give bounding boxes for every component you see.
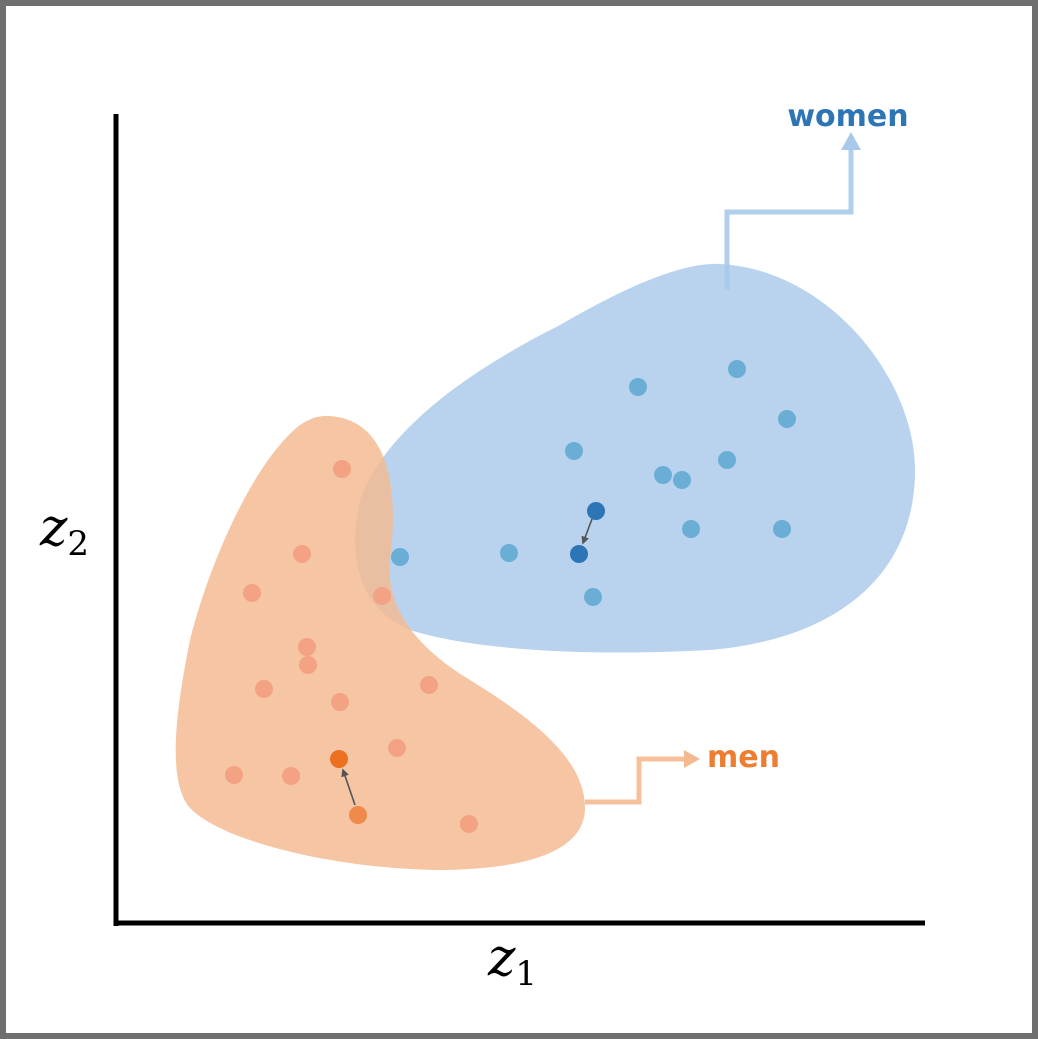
women-point	[391, 548, 409, 566]
women-point	[682, 520, 700, 538]
men-points	[225, 460, 478, 833]
women-point	[500, 544, 518, 562]
men-point	[420, 676, 438, 694]
men-point	[373, 587, 391, 605]
y-axis-label: z2	[39, 498, 89, 564]
men-point	[460, 815, 478, 833]
men-point	[255, 680, 273, 698]
men-callout-arrowhead	[684, 750, 700, 768]
women-point	[718, 451, 736, 469]
women-highlight-point	[587, 502, 605, 520]
latent-space-diagram: z2 z1 women men	[39, 99, 925, 994]
women-point	[584, 588, 602, 606]
men-point	[298, 638, 316, 656]
women-highlight-point	[570, 545, 588, 563]
women-points	[391, 360, 796, 606]
women-label: women	[787, 99, 908, 134]
men-shift-arrow	[341, 768, 356, 806]
men-point	[293, 545, 311, 563]
women-point	[728, 360, 746, 378]
men-highlight-point	[330, 750, 348, 768]
x-axis-label: z1	[487, 928, 537, 994]
men-point	[225, 766, 243, 784]
women-point	[778, 410, 796, 428]
men-point	[333, 460, 351, 478]
men-region	[175, 415, 586, 870]
men-label: men	[707, 740, 780, 775]
men-point	[331, 693, 349, 711]
women-point	[673, 471, 691, 489]
men-point	[243, 584, 261, 602]
men-point	[299, 656, 317, 674]
women-point	[654, 466, 672, 484]
women-callout-line	[724, 148, 854, 290]
men-point	[388, 739, 406, 757]
men-highlight-point	[349, 806, 367, 824]
women-point	[629, 378, 647, 396]
women-point	[773, 520, 791, 538]
men-callout-line	[585, 756, 686, 805]
men-point	[282, 767, 300, 785]
women-point	[565, 442, 583, 460]
women-callout-arrowhead	[841, 132, 861, 150]
women-region	[355, 263, 916, 653]
women-shift-arrow	[581, 518, 593, 545]
